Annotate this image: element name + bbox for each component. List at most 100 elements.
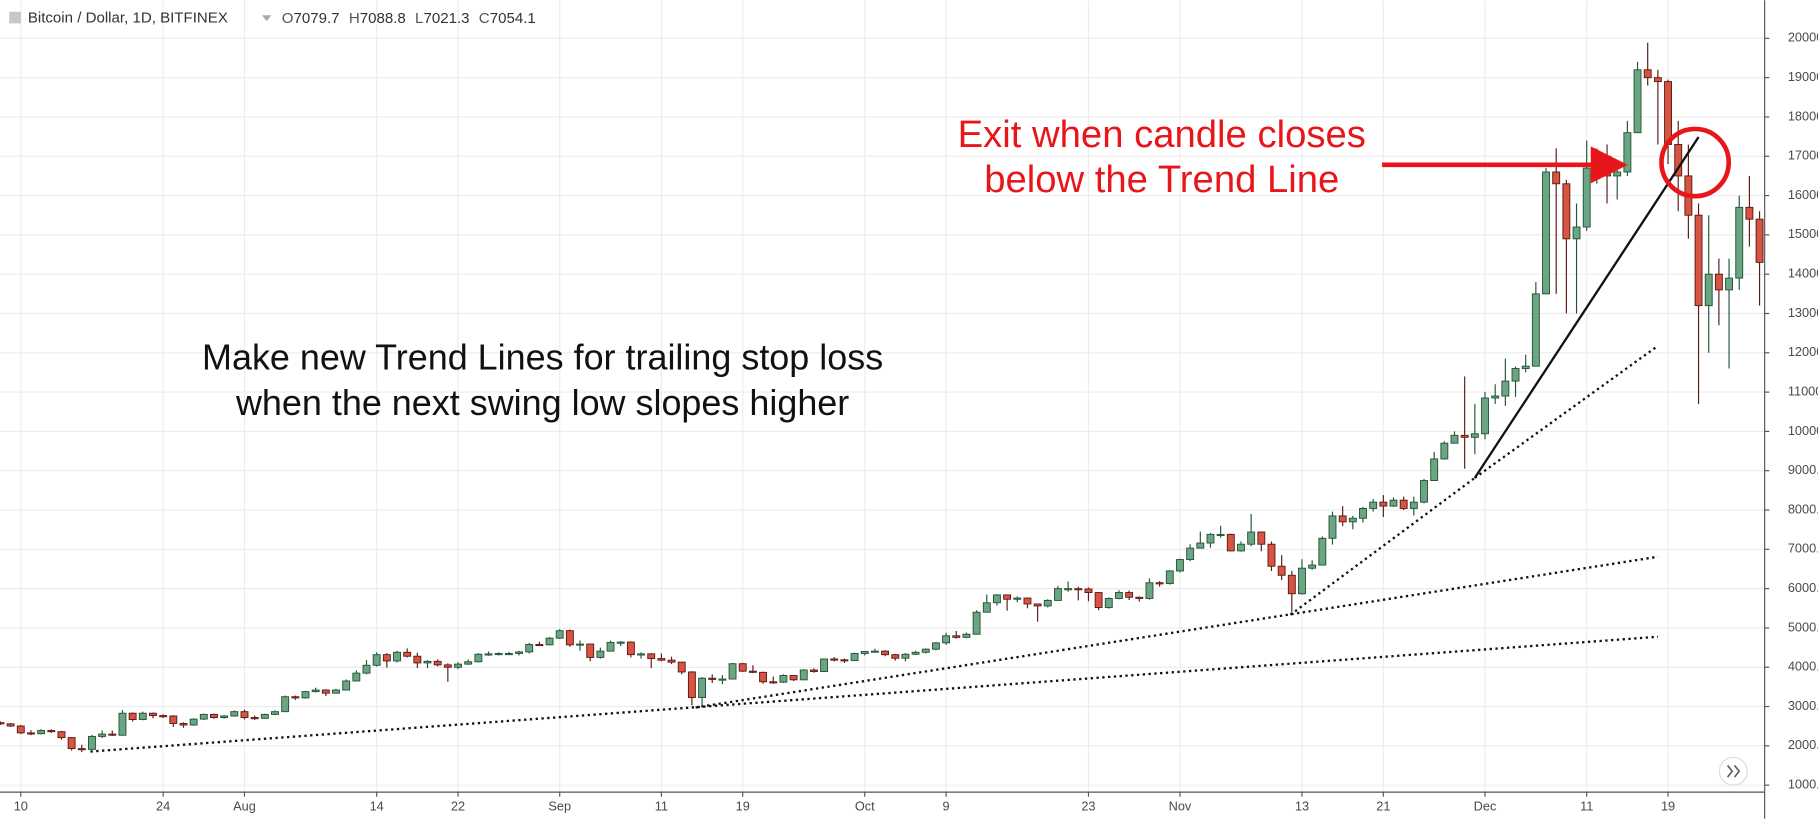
candle-body bbox=[1623, 132, 1632, 173]
candle-body bbox=[1582, 167, 1591, 228]
candle-body bbox=[1633, 69, 1642, 134]
candle-body bbox=[1054, 588, 1062, 601]
candle-body bbox=[443, 664, 452, 668]
ohlc-label: C bbox=[479, 10, 490, 27]
exit-circle bbox=[1659, 126, 1732, 199]
y-tick-label: 6000.0 bbox=[1788, 580, 1818, 595]
candle-body bbox=[362, 664, 371, 674]
candle-body bbox=[748, 670, 757, 673]
candle-body bbox=[1735, 206, 1744, 279]
candle-body bbox=[881, 650, 890, 656]
candle-body bbox=[1165, 570, 1174, 584]
candle-body bbox=[1145, 582, 1154, 599]
candle-body bbox=[942, 635, 951, 644]
candle-body bbox=[1013, 597, 1022, 600]
candle-body bbox=[6, 723, 15, 727]
dropdown-caret[interactable] bbox=[262, 15, 272, 22]
candle-body bbox=[1470, 433, 1479, 438]
x-tick-label: 9 bbox=[943, 799, 950, 814]
candle-body bbox=[98, 733, 107, 737]
candle-body bbox=[179, 722, 188, 726]
candle-body bbox=[332, 689, 340, 694]
candle-body bbox=[27, 732, 35, 735]
x-tick-label: 21 bbox=[1376, 799, 1390, 814]
candle-body bbox=[1389, 499, 1398, 507]
ohlc-label: O bbox=[282, 10, 294, 27]
candle-body bbox=[657, 658, 666, 661]
candle-body bbox=[911, 651, 920, 655]
candle-body bbox=[1694, 214, 1703, 307]
candle-body bbox=[291, 696, 300, 699]
candle-body bbox=[1064, 588, 1073, 591]
candle-body bbox=[372, 654, 381, 666]
candle-body bbox=[281, 696, 290, 713]
candle-body bbox=[1176, 559, 1184, 572]
candle-body bbox=[37, 730, 46, 735]
candle-body bbox=[169, 715, 178, 724]
candle-body bbox=[250, 717, 259, 720]
ohlc-value: 7088.8 bbox=[360, 10, 406, 27]
candle-body bbox=[891, 654, 900, 659]
y-tick-label: 20000.0 bbox=[1788, 30, 1818, 45]
candles bbox=[0, 42, 1764, 753]
candle-body bbox=[189, 718, 198, 726]
candle-body bbox=[1409, 501, 1418, 509]
candle-body bbox=[606, 642, 615, 652]
candle-body bbox=[931, 642, 940, 650]
candle-body bbox=[230, 711, 239, 717]
x-tick-label: 19 bbox=[736, 799, 750, 814]
candle-body bbox=[159, 715, 168, 718]
candle-body bbox=[1155, 582, 1164, 585]
trend-line bbox=[695, 555, 1659, 709]
candle-body bbox=[1348, 517, 1357, 523]
candle-body bbox=[1084, 588, 1093, 594]
candle-body bbox=[535, 643, 544, 647]
candle-body bbox=[1664, 81, 1672, 145]
x-tick-label: 22 bbox=[451, 799, 465, 814]
candle-body bbox=[413, 655, 422, 664]
scroll-button[interactable] bbox=[1718, 756, 1748, 786]
candle-body bbox=[1043, 599, 1052, 607]
candle-body bbox=[1491, 395, 1500, 399]
candle-body bbox=[1023, 597, 1032, 605]
candle-body bbox=[718, 678, 727, 681]
scroll-button-bg[interactable] bbox=[1718, 756, 1748, 786]
candle-body bbox=[1440, 442, 1449, 460]
candle-body bbox=[1501, 380, 1510, 397]
candle-body bbox=[1613, 171, 1622, 177]
y-tick-label: 10000.0 bbox=[1788, 423, 1818, 438]
ohlc-value: 7054.1 bbox=[490, 10, 536, 27]
candle-body bbox=[1237, 543, 1245, 552]
candle-body bbox=[545, 637, 554, 646]
annotation: Make new Trend Lines for trailing stop l… bbox=[202, 336, 883, 422]
candle-body bbox=[77, 748, 86, 751]
candle-body bbox=[1379, 501, 1388, 507]
y-tick-label: 16000.0 bbox=[1788, 187, 1818, 202]
x-tick-label: Sep bbox=[548, 799, 571, 814]
candle-body bbox=[220, 715, 229, 719]
candle-body bbox=[0, 722, 5, 725]
y-tick-label: 14000.0 bbox=[1788, 266, 1818, 281]
y-tick-label: 17000.0 bbox=[1788, 148, 1818, 163]
candle-body bbox=[677, 661, 686, 673]
trend-line bbox=[90, 635, 1659, 753]
candle-body bbox=[1359, 507, 1367, 519]
candle-body bbox=[1481, 397, 1489, 435]
scroll-icon[interactable] bbox=[1726, 764, 1741, 778]
candle-body bbox=[687, 671, 696, 698]
candle-body bbox=[1674, 144, 1683, 177]
candle-body bbox=[423, 660, 432, 664]
y-tick-label: 15000.0 bbox=[1788, 226, 1818, 241]
candle-body bbox=[921, 648, 930, 653]
y-tick-label: 7000.0 bbox=[1788, 541, 1818, 556]
candle-body bbox=[809, 669, 818, 673]
candle-body bbox=[474, 653, 483, 663]
candle-body bbox=[1745, 206, 1754, 220]
candle-body bbox=[393, 651, 401, 662]
candle-body bbox=[352, 672, 361, 682]
candle-body bbox=[840, 659, 849, 662]
candle-body bbox=[738, 663, 747, 672]
candle-body bbox=[504, 653, 513, 656]
candle-body bbox=[1216, 533, 1225, 537]
candle-body bbox=[1460, 434, 1469, 438]
